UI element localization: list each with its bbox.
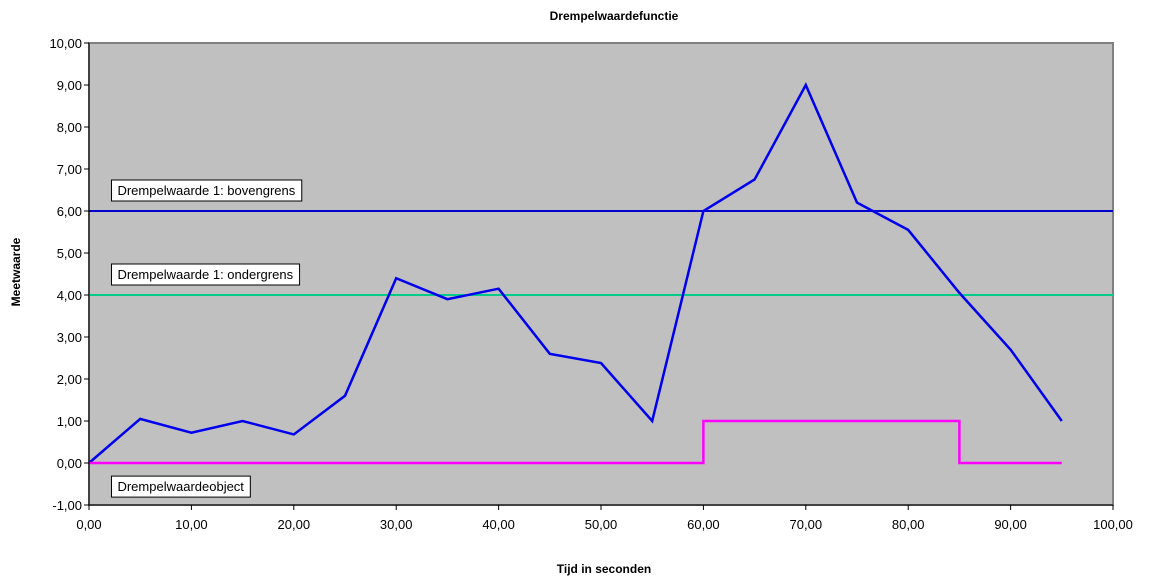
reference-lines xyxy=(89,210,1113,296)
y-tick-label: -1,00 xyxy=(52,498,82,513)
x-tick-label: 10,00 xyxy=(175,517,208,532)
x-tick-label: 70,00 xyxy=(790,517,823,532)
x-tick-label: 40,00 xyxy=(482,517,515,532)
chart-title: Drempelwaardefunctie xyxy=(550,9,679,23)
series-line-1 xyxy=(89,419,1062,465)
y-tick-label: 6,00 xyxy=(57,204,82,219)
y-tick-label: 3,00 xyxy=(57,330,82,345)
x-axis-label: Tijd in seconden xyxy=(557,562,651,576)
annotations: Drempelwaarde 1: bovengrens Drempelwaarde… xyxy=(110,179,303,498)
y-axis-label: Meetwaarde xyxy=(9,237,23,306)
y-tick-label: 9,00 xyxy=(57,78,82,93)
annotation-label: Drempelwaardeobject xyxy=(117,479,244,494)
y-tick-label: 7,00 xyxy=(57,162,82,177)
series xyxy=(88,82,1063,465)
x-tick-label: 0,00 xyxy=(76,517,101,532)
x-tick-label: 60,00 xyxy=(687,517,720,532)
y-tick-label: 2,00 xyxy=(57,372,82,387)
annotation-box xyxy=(110,475,251,498)
y-tick-label: 10,00 xyxy=(49,36,82,51)
annotation-label: Drempelwaarde 1: ondergrens xyxy=(117,267,293,282)
x-tick-label: 50,00 xyxy=(585,517,618,532)
x-tick-label: 20,00 xyxy=(278,517,311,532)
annotation-label: Drempelwaarde 1: bovengrens xyxy=(117,183,295,198)
y-tick-label: 0,00 xyxy=(57,456,82,471)
axes: 0,00 10,00 20,00 30,00 40,00 50,00 60,00 70,00 8… xyxy=(49,36,1132,532)
annotation-0: Drempelwaarde 1: bovengrens xyxy=(110,179,303,202)
annotation-1: Drempelwaarde 1: ondergrens xyxy=(110,263,301,286)
x-tick-label: 100,00 xyxy=(1093,517,1133,532)
x-tick-label: 80,00 xyxy=(892,517,925,532)
x-tick-label: 90,00 xyxy=(994,517,1027,532)
y-tick-label: 5,00 xyxy=(57,246,82,261)
series-line-0 xyxy=(88,82,1063,464)
annotation-box xyxy=(110,263,301,286)
y-tick-label: 8,00 xyxy=(57,120,82,135)
y-tick-label: 4,00 xyxy=(57,288,82,303)
annotation-2: Drempelwaardeobject xyxy=(110,475,251,498)
x-tick-label: 30,00 xyxy=(380,517,413,532)
y-tick-label: 1,00 xyxy=(57,414,82,429)
annotation-box xyxy=(110,179,303,202)
